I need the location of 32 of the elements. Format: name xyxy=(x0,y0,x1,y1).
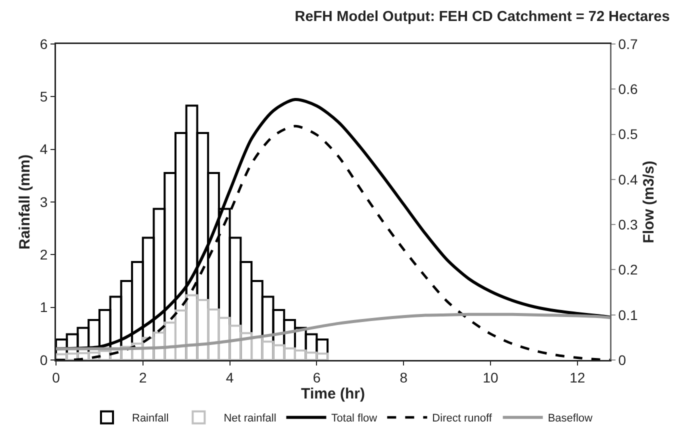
y2-tick-label: 0.2 xyxy=(618,262,638,278)
y-tick-label: 3 xyxy=(40,194,48,210)
y2-tick-label: 0.3 xyxy=(618,216,638,232)
legend-label: Net rainfall xyxy=(224,412,276,425)
legend-label: Total flow xyxy=(331,412,378,425)
y-tick-label: 4 xyxy=(40,141,48,158)
legend-label: Baseflow xyxy=(548,412,593,425)
chart-title: ReFH Model Output: FEH CD Catchment = 72 Hectares xyxy=(294,9,670,25)
y-tick-label: 2 xyxy=(40,246,48,263)
y2-tick-label: 0.6 xyxy=(618,81,638,98)
legend-label: Direct runoff xyxy=(432,412,493,425)
y-tick-label: 6 xyxy=(40,36,48,52)
line-series xyxy=(56,312,610,350)
x-tick-label: 12 xyxy=(570,369,586,386)
x-tick-label: 2 xyxy=(139,369,147,386)
x-tick-label: 0 xyxy=(52,369,60,386)
y2-tick-label: 0 xyxy=(618,352,626,368)
legend-label: Rainfall xyxy=(132,412,169,425)
x-tick-label: 10 xyxy=(482,369,499,386)
y2-tick-label: 0.5 xyxy=(618,126,638,142)
y2-tick-label: 0.1 xyxy=(618,306,638,323)
y2-tick-label: 0.7 xyxy=(618,36,638,52)
y-tick-label: 5 xyxy=(40,88,48,105)
y-tick-label: 0 xyxy=(40,352,48,368)
x-tick-label: 8 xyxy=(400,369,408,386)
x-tick-label: 4 xyxy=(226,369,234,386)
x-tick-label: 6 xyxy=(312,369,321,386)
x-axis-title: Time (hr) xyxy=(301,385,365,402)
y-tick-label: 1 xyxy=(40,299,48,316)
y-axis-title: Rainfall (mm) xyxy=(16,154,34,250)
y2-axis-title: Flow (m3/s) xyxy=(640,160,658,244)
y2-tick-label: 0.4 xyxy=(618,171,638,188)
